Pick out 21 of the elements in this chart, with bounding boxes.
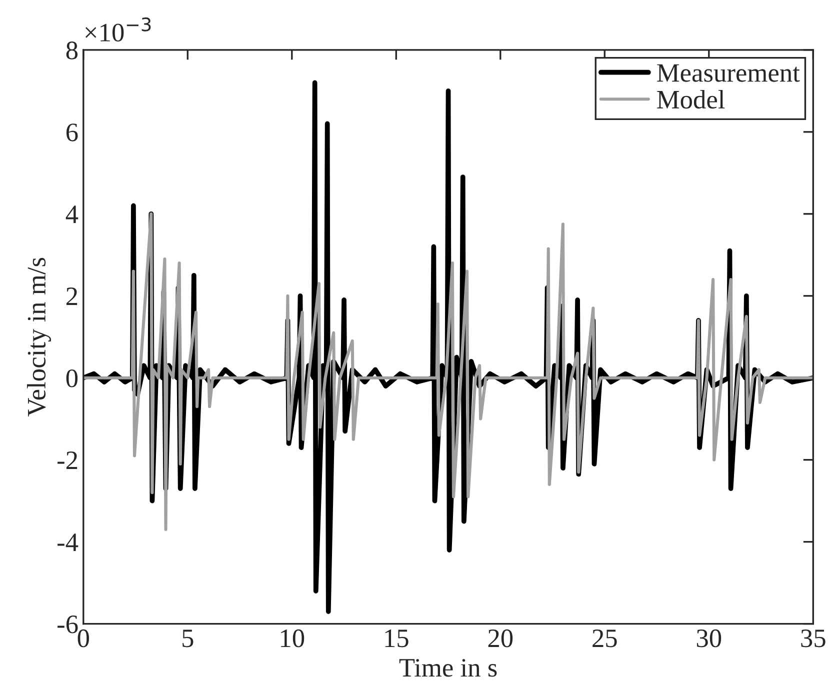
x-tick-label: 5 xyxy=(182,630,194,648)
x-tick-label: 25 xyxy=(592,630,617,648)
y-tick-label: 8 xyxy=(66,42,78,60)
legend-label: Model xyxy=(657,90,725,109)
y-tick-label: 0 xyxy=(66,369,78,388)
legend-label: Measurement xyxy=(657,64,800,82)
y-tick-label: 4 xyxy=(66,206,78,224)
text: ×10$^{−3}$ xyxy=(85,17,151,42)
line-series xyxy=(83,212,814,532)
x-tick-label: 35 xyxy=(801,630,826,648)
y-tick-label: -2 xyxy=(58,452,78,469)
x-tick-label: 10 xyxy=(281,629,304,648)
y-tick-label: -4 xyxy=(58,534,78,551)
x-tick-label: 15 xyxy=(385,630,408,648)
x-tick-label: 30 xyxy=(696,629,722,648)
y-axis-title: Velocity in m/s xyxy=(26,258,51,416)
y-tick-label: 2 xyxy=(66,288,78,306)
x-tick-label: 20 xyxy=(488,629,513,648)
x-axis-title: Time in s xyxy=(399,658,497,677)
y-tick-label: 6 xyxy=(66,124,78,142)
y-tick-label: -6 xyxy=(58,615,78,634)
